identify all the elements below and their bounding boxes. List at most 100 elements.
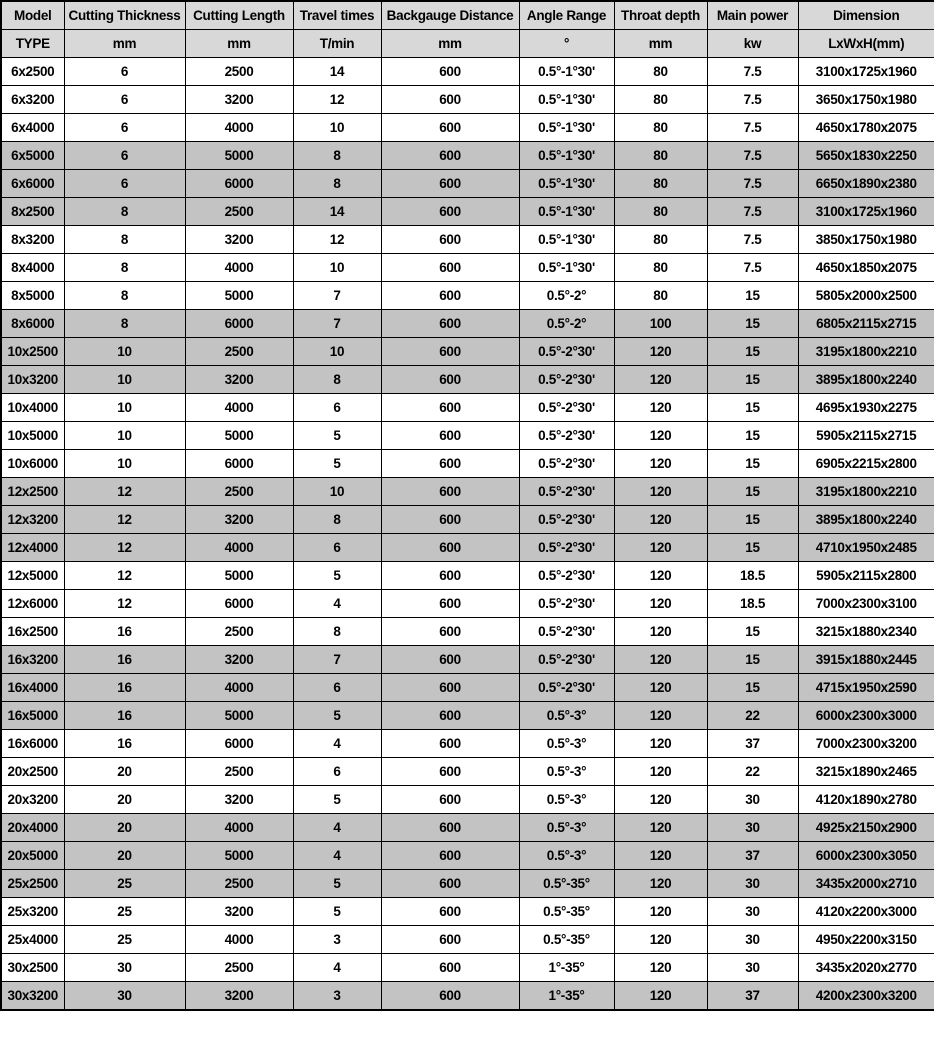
cell-dimension: 4710x1950x2485 (797, 533, 934, 562)
cell-dimension: 3195x1800x2210 (797, 477, 934, 506)
cell-main-power: 30 (706, 869, 799, 898)
cell-cutting-thickness: 8 (63, 309, 186, 338)
cell-dimension: 4715x1950x2590 (797, 673, 934, 702)
cell-main-power: 7.5 (706, 57, 799, 86)
column-unit-cutting-thickness: mm (63, 29, 186, 58)
table-row: 6x2500 6 2500 14 600 0.5°-1°30' 80 7.5 3100x1725… (0, 57, 934, 86)
cell-cutting-thickness: 30 (63, 953, 186, 982)
cell-cutting-length: 6000 (184, 309, 294, 338)
column-header-main-power: Main power (706, 0, 799, 30)
cell-dimension: 6000x2300x3000 (797, 701, 934, 730)
cell-model: 10x2500 (0, 337, 65, 366)
cell-cutting-length: 4000 (184, 113, 294, 142)
cell-angle-range: 0.5°-2°30' (518, 561, 615, 590)
column-unit-travel-times: T/min (292, 29, 382, 58)
cell-throat-depth: 80 (613, 225, 708, 254)
cell-cutting-length: 5000 (184, 701, 294, 730)
cell-cutting-length: 5000 (184, 841, 294, 870)
cell-cutting-thickness: 20 (63, 813, 186, 842)
cell-angle-range: 0.5°-2°30' (518, 617, 615, 646)
cell-cutting-thickness: 6 (63, 57, 186, 86)
column-header-backgauge-distance: Backgauge Distance (380, 0, 520, 30)
cell-model: 16x4000 (0, 673, 65, 702)
cell-cutting-length: 4000 (184, 253, 294, 282)
cell-model: 6x5000 (0, 141, 65, 170)
cell-model: 12x3200 (0, 505, 65, 534)
cell-backgauge-distance: 600 (380, 953, 520, 982)
cell-main-power: 7.5 (706, 253, 799, 282)
cell-travel-times: 8 (292, 169, 382, 198)
cell-dimension: 6805x2115x2715 (797, 309, 934, 338)
table-row: 16x6000 16 6000 4 600 0.5°-3° 120 37 7000x2300x3… (0, 729, 934, 758)
cell-backgauge-distance: 600 (380, 141, 520, 170)
cell-model: 8x3200 (0, 225, 65, 254)
column-header-dimension: Dimension (797, 0, 934, 30)
cell-backgauge-distance: 600 (380, 505, 520, 534)
cell-angle-range: 0.5°-2° (518, 281, 615, 310)
cell-throat-depth: 120 (613, 869, 708, 898)
cell-dimension: 5905x2115x2715 (797, 421, 934, 450)
cell-dimension: 3215x1890x2465 (797, 757, 934, 786)
cell-model: 10x5000 (0, 421, 65, 450)
cell-angle-range: 0.5°-2°30' (518, 477, 615, 506)
cell-cutting-length: 4000 (184, 393, 294, 422)
table-row: 20x5000 20 5000 4 600 0.5°-3° 120 37 6000x2300x3… (0, 841, 934, 870)
cell-cutting-thickness: 8 (63, 225, 186, 254)
cell-dimension: 3850x1750x1980 (797, 225, 934, 254)
cell-dimension: 5805x2000x2500 (797, 281, 934, 310)
cell-throat-depth: 120 (613, 813, 708, 842)
cell-main-power: 15 (706, 421, 799, 450)
cell-throat-depth: 120 (613, 589, 708, 618)
table-row: 6x3200 6 3200 12 600 0.5°-1°30' 80 7.5 3650x1750… (0, 85, 934, 114)
cell-model: 8x4000 (0, 253, 65, 282)
cell-model: 30x3200 (0, 981, 65, 1011)
cell-cutting-thickness: 8 (63, 253, 186, 282)
cell-cutting-length: 3200 (184, 505, 294, 534)
cell-cutting-length: 5000 (184, 281, 294, 310)
cell-angle-range: 0.5°-3° (518, 813, 615, 842)
cell-backgauge-distance: 600 (380, 533, 520, 562)
cell-backgauge-distance: 600 (380, 113, 520, 142)
cell-model: 25x2500 (0, 869, 65, 898)
cell-cutting-length: 3200 (184, 225, 294, 254)
cell-main-power: 7.5 (706, 197, 799, 226)
cell-main-power: 37 (706, 841, 799, 870)
cell-cutting-length: 4000 (184, 925, 294, 954)
table-row: 25x3200 25 3200 5 600 0.5°-35° 120 30 4120x2200x… (0, 897, 934, 926)
cell-main-power: 15 (706, 645, 799, 674)
cell-cutting-length: 4000 (184, 673, 294, 702)
cell-angle-range: 0.5°-1°30' (518, 85, 615, 114)
cell-travel-times: 5 (292, 869, 382, 898)
cell-angle-range: 0.5°-1°30' (518, 197, 615, 226)
cell-cutting-thickness: 12 (63, 505, 186, 534)
cell-throat-depth: 120 (613, 981, 708, 1011)
cell-backgauge-distance: 600 (380, 197, 520, 226)
cell-cutting-length: 6000 (184, 449, 294, 478)
cell-cutting-length: 6000 (184, 729, 294, 758)
cell-main-power: 15 (706, 673, 799, 702)
cell-cutting-thickness: 20 (63, 757, 186, 786)
cell-dimension: 6905x2215x2800 (797, 449, 934, 478)
cell-backgauge-distance: 600 (380, 841, 520, 870)
cell-model: 6x6000 (0, 169, 65, 198)
cell-model: 10x3200 (0, 365, 65, 394)
cell-main-power: 7.5 (706, 141, 799, 170)
cell-travel-times: 6 (292, 673, 382, 702)
table-row: 6x5000 6 5000 8 600 0.5°-1°30' 80 7.5 5650x1830x… (0, 141, 934, 170)
cell-throat-depth: 120 (613, 533, 708, 562)
table-row: 16x5000 16 5000 5 600 0.5°-3° 120 22 6000x2300x3… (0, 701, 934, 730)
cell-cutting-length: 3200 (184, 981, 294, 1011)
cell-throat-depth: 120 (613, 365, 708, 394)
cell-backgauge-distance: 600 (380, 869, 520, 898)
cell-model: 6x3200 (0, 85, 65, 114)
table-row: 16x3200 16 3200 7 600 0.5°-2°30' 120 15 3915x188… (0, 645, 934, 674)
cell-backgauge-distance: 600 (380, 729, 520, 758)
cell-main-power: 30 (706, 785, 799, 814)
cell-model: 20x5000 (0, 841, 65, 870)
cell-angle-range: 0.5°-2°30' (518, 533, 615, 562)
cell-travel-times: 10 (292, 337, 382, 366)
cell-angle-range: 0.5°-3° (518, 729, 615, 758)
column-header-travel-times: Travel times (292, 0, 382, 30)
cell-main-power: 15 (706, 533, 799, 562)
cell-cutting-length: 5000 (184, 421, 294, 450)
